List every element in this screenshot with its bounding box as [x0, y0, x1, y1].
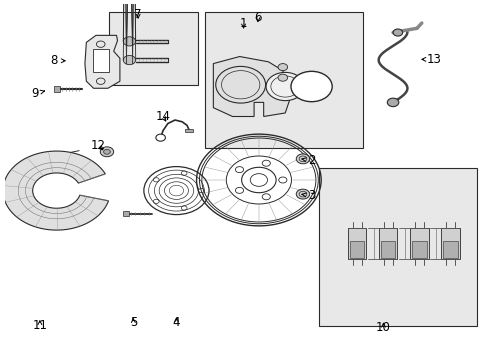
Bar [411, 240, 426, 258]
Text: 14: 14 [155, 110, 170, 123]
Polygon shape [85, 35, 120, 88]
Circle shape [386, 98, 398, 107]
Text: 10: 10 [375, 321, 390, 334]
Circle shape [156, 134, 165, 141]
Text: 3: 3 [302, 189, 315, 202]
Text: 11: 11 [32, 319, 47, 332]
Circle shape [123, 55, 136, 65]
Text: 1: 1 [239, 17, 247, 30]
Bar [441, 228, 459, 259]
Polygon shape [92, 49, 109, 72]
Text: 7: 7 [134, 8, 142, 21]
Text: 13: 13 [421, 53, 440, 66]
Bar [122, 211, 128, 216]
Polygon shape [3, 151, 108, 230]
Text: 2: 2 [301, 154, 315, 167]
Circle shape [296, 154, 309, 164]
Bar [205, 13, 363, 148]
Bar [443, 240, 457, 258]
Text: 4: 4 [172, 316, 180, 329]
Bar [54, 86, 60, 92]
Bar [380, 240, 395, 258]
Circle shape [290, 71, 331, 102]
Bar [349, 240, 364, 258]
Bar [184, 129, 193, 132]
Circle shape [100, 147, 113, 157]
Text: 8: 8 [50, 54, 65, 67]
Polygon shape [213, 57, 289, 117]
Text: 5: 5 [129, 316, 137, 329]
Bar [378, 228, 397, 259]
Circle shape [278, 74, 287, 81]
Text: 6: 6 [254, 11, 261, 24]
Circle shape [278, 64, 287, 71]
Bar [109, 13, 197, 85]
Circle shape [392, 29, 402, 36]
Bar [318, 168, 476, 327]
Text: 12: 12 [91, 139, 105, 152]
Circle shape [103, 149, 110, 154]
Bar [409, 228, 427, 259]
Bar [347, 228, 366, 259]
Circle shape [265, 72, 304, 100]
Circle shape [296, 189, 309, 199]
Circle shape [123, 37, 136, 46]
Text: 9: 9 [31, 87, 44, 100]
